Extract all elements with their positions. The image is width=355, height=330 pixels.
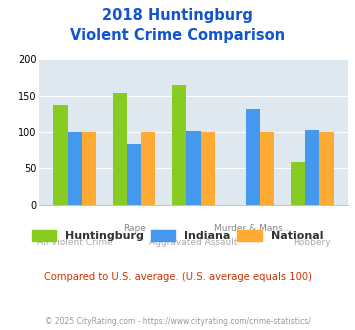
Text: Rape: Rape (122, 224, 146, 233)
Bar (291, 162, 305, 205)
Text: 2018 Huntingburg: 2018 Huntingburg (102, 8, 253, 23)
Bar (67, 132, 82, 205)
Bar (127, 144, 141, 205)
Bar (141, 132, 155, 205)
Bar (201, 132, 215, 205)
Text: Aggravated Assault: Aggravated Assault (149, 238, 238, 247)
Text: Robbery: Robbery (294, 238, 331, 247)
Bar (186, 131, 201, 205)
Bar (113, 93, 127, 205)
Text: Violent Crime Comparison: Violent Crime Comparison (70, 28, 285, 43)
Bar (320, 132, 334, 205)
Bar (246, 110, 260, 205)
Bar (82, 132, 96, 205)
Text: Murder & Mans...: Murder & Mans... (214, 224, 291, 233)
Bar (53, 105, 67, 205)
Legend: Huntingburg, Indiana, National: Huntingburg, Indiana, National (32, 230, 323, 242)
Text: Compared to U.S. average. (U.S. average equals 100): Compared to U.S. average. (U.S. average … (44, 272, 311, 282)
Bar (172, 85, 186, 205)
Bar (260, 132, 274, 205)
Bar (305, 130, 320, 205)
Text: © 2025 CityRating.com - https://www.cityrating.com/crime-statistics/: © 2025 CityRating.com - https://www.city… (45, 317, 310, 326)
Text: All Violent Crime: All Violent Crime (37, 238, 113, 247)
